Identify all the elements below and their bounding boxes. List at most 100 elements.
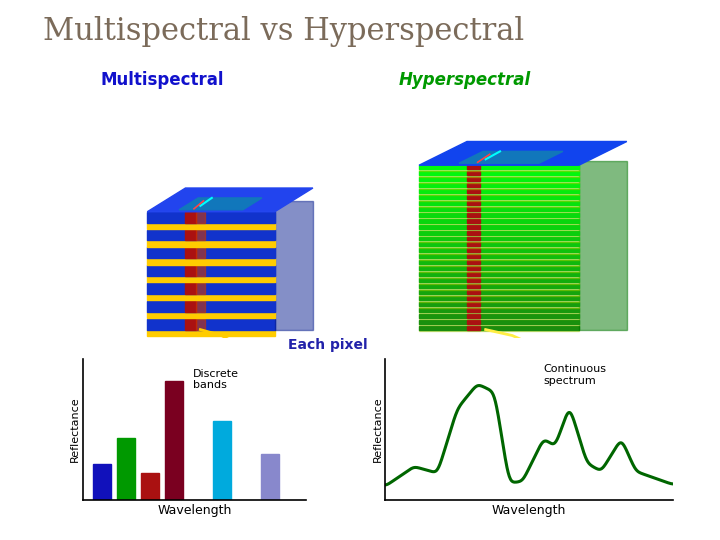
Polygon shape — [419, 258, 579, 260]
Polygon shape — [196, 301, 204, 312]
Polygon shape — [186, 212, 196, 222]
Polygon shape — [147, 247, 274, 258]
Polygon shape — [419, 187, 579, 188]
Polygon shape — [419, 288, 579, 289]
Polygon shape — [467, 308, 480, 312]
Polygon shape — [467, 248, 480, 252]
Text: Each pixel: Each pixel — [288, 338, 367, 352]
Polygon shape — [419, 266, 579, 270]
Polygon shape — [419, 231, 579, 234]
Polygon shape — [147, 230, 274, 240]
Polygon shape — [419, 312, 579, 313]
Polygon shape — [147, 258, 274, 265]
Polygon shape — [419, 294, 579, 295]
Polygon shape — [467, 201, 480, 205]
Polygon shape — [467, 284, 480, 288]
Polygon shape — [419, 193, 579, 194]
Polygon shape — [147, 212, 274, 222]
Polygon shape — [147, 276, 274, 282]
Text: Hyperspectral: Hyperspectral — [398, 71, 531, 89]
Polygon shape — [186, 301, 196, 312]
Polygon shape — [419, 323, 579, 325]
Polygon shape — [419, 141, 627, 165]
Polygon shape — [467, 183, 480, 187]
Polygon shape — [419, 296, 579, 300]
Bar — [141, 474, 159, 500]
Polygon shape — [419, 242, 579, 246]
Polygon shape — [179, 198, 262, 210]
Polygon shape — [419, 195, 579, 199]
Y-axis label: Reflectance: Reflectance — [70, 396, 80, 462]
Polygon shape — [419, 314, 579, 318]
Polygon shape — [147, 283, 274, 294]
Polygon shape — [147, 240, 274, 247]
Polygon shape — [419, 306, 579, 307]
Bar — [165, 381, 183, 500]
Polygon shape — [419, 234, 579, 236]
Polygon shape — [419, 308, 579, 312]
Polygon shape — [467, 237, 480, 240]
Polygon shape — [419, 254, 579, 258]
Polygon shape — [147, 301, 274, 312]
Polygon shape — [419, 165, 579, 169]
Polygon shape — [196, 265, 204, 276]
Polygon shape — [419, 171, 579, 175]
Polygon shape — [419, 169, 579, 171]
Polygon shape — [467, 189, 480, 193]
Polygon shape — [147, 329, 274, 336]
Polygon shape — [419, 252, 579, 254]
Polygon shape — [147, 265, 274, 276]
Text: Multispectral vs Hyperspectral: Multispectral vs Hyperspectral — [43, 16, 524, 47]
Polygon shape — [419, 246, 579, 248]
Polygon shape — [147, 312, 274, 318]
Polygon shape — [419, 175, 579, 177]
Polygon shape — [419, 329, 579, 331]
Polygon shape — [419, 272, 579, 276]
Polygon shape — [467, 213, 480, 217]
X-axis label: Wavelength: Wavelength — [157, 504, 232, 517]
Polygon shape — [186, 283, 196, 294]
Polygon shape — [419, 326, 579, 329]
Polygon shape — [467, 195, 480, 199]
X-axis label: Wavelength: Wavelength — [492, 504, 567, 517]
Polygon shape — [467, 314, 480, 318]
Polygon shape — [419, 213, 579, 217]
Polygon shape — [579, 161, 627, 329]
Polygon shape — [419, 237, 579, 240]
Text: Discrete
bands: Discrete bands — [193, 369, 239, 390]
Text: 10: 10 — [6, 77, 22, 87]
Polygon shape — [419, 318, 579, 319]
Bar — [93, 464, 111, 500]
Text: Continuous
spectrum: Continuous spectrum — [544, 364, 606, 386]
Polygon shape — [419, 260, 579, 264]
Bar — [213, 421, 231, 500]
Polygon shape — [419, 276, 579, 278]
Polygon shape — [419, 199, 579, 200]
Polygon shape — [274, 201, 313, 329]
Polygon shape — [467, 290, 480, 294]
Polygon shape — [467, 219, 480, 222]
Polygon shape — [419, 278, 579, 282]
Polygon shape — [467, 165, 480, 169]
Polygon shape — [419, 225, 579, 228]
Polygon shape — [419, 248, 579, 252]
Polygon shape — [147, 319, 274, 329]
Polygon shape — [419, 201, 579, 205]
Polygon shape — [419, 300, 579, 301]
Polygon shape — [467, 231, 480, 234]
Polygon shape — [467, 207, 480, 211]
Y-axis label: Reflectance: Reflectance — [372, 396, 382, 462]
Polygon shape — [196, 319, 204, 329]
Polygon shape — [186, 230, 196, 240]
Polygon shape — [467, 171, 480, 175]
Polygon shape — [147, 294, 274, 300]
Polygon shape — [419, 240, 579, 242]
Polygon shape — [459, 151, 563, 163]
Polygon shape — [467, 272, 480, 276]
Polygon shape — [467, 254, 480, 258]
Polygon shape — [467, 278, 480, 282]
Polygon shape — [419, 284, 579, 288]
Text: Multispectral: Multispectral — [100, 71, 224, 89]
Polygon shape — [186, 247, 196, 258]
Polygon shape — [147, 188, 313, 212]
